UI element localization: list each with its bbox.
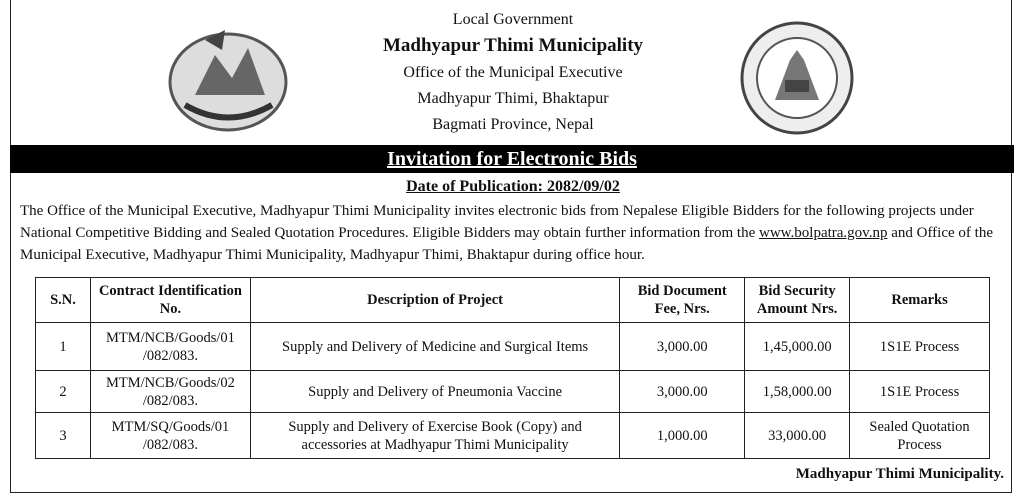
- logos: [168, 21, 854, 135]
- bid-table: S.N. Contract Identification No. Descripti…: [35, 277, 990, 459]
- column-header: Description of Project: [249, 277, 621, 323]
- column-header: Bid Security Amount Nrs.: [744, 277, 851, 323]
- table-cell: 33,000.00: [744, 412, 851, 459]
- table-cell: 1S1E Process: [849, 370, 990, 413]
- body-text: The Office of the Municipal Executive, M…: [20, 200, 1010, 266]
- header-line: Local Government: [452, 11, 574, 28]
- column-header: Contract Identification No.: [89, 277, 251, 323]
- table-cell: Supply and Delivery of Exercise Book (Co…: [249, 412, 621, 459]
- municipality-logo: [740, 21, 854, 135]
- table-cell: Supply and Delivery of Pneumonia Vaccine: [249, 370, 621, 413]
- nepal-emblem: [168, 30, 288, 132]
- table-cell: 3,000.00: [619, 370, 746, 413]
- header-line: Bagmati Province, Nepal: [432, 116, 594, 133]
- table-cell: Sealed Quotation Process: [849, 412, 990, 459]
- frame: [10, 0, 1012, 493]
- table-row: 1 MTM/NCB/Goods/01 /082/083. Supply and De…: [35, 322, 990, 371]
- column-header: Bid Document Fee, Nrs.: [619, 277, 746, 323]
- publication-date: Date of Publication: 2082/09/02: [406, 178, 620, 195]
- banner-text: Invitation for Electronic Bids: [387, 148, 637, 170]
- banner: Invitation for Electronic Bids: [10, 145, 1014, 173]
- header-line: Office of the Municipal Executive: [403, 64, 623, 81]
- column-header: Remarks: [849, 277, 990, 323]
- table-cell: 2: [35, 370, 91, 413]
- table-cell: 1S1E Process: [849, 322, 990, 371]
- table-row: 3 MTM/SQ/Goods/01 /082/083. Supply and Del…: [35, 412, 990, 459]
- table-cell: MTM/NCB/Goods/01 /082/083.: [89, 322, 251, 371]
- link[interactable]: www.bolpatra.gov.np: [759, 225, 888, 241]
- table-cell: MTM/NCB/Goods/02 /082/083.: [89, 370, 251, 413]
- signature: Madhyapur Thimi Municipality.: [795, 466, 1004, 482]
- table-cell: 1,000.00: [619, 412, 746, 459]
- table-cell: MTM/SQ/Goods/01 /082/083.: [89, 412, 251, 459]
- header-line: Madhyapur Thimi, Bhaktapur: [417, 90, 609, 107]
- body-text: The Office of the Municipal Executive, M…: [20, 203, 974, 241]
- header-title: Madhyapur Thimi Municipality: [382, 35, 644, 56]
- table-row: 2 MTM/NCB/Goods/02 /082/083. Supply and De…: [35, 370, 990, 413]
- table-cell: 1: [35, 322, 91, 371]
- header-row: S.N. Contract Identification No. Descripti…: [35, 277, 990, 323]
- table-cell: 1,45,000.00: [744, 322, 851, 371]
- table-cell: 3: [35, 412, 91, 459]
- column-header: S.N.: [35, 277, 91, 323]
- table-cell: 1,58,000.00: [744, 370, 851, 413]
- body-text: and Office of the Municipal Executive, M…: [20, 225, 993, 263]
- table-cell: 3,000.00: [619, 322, 746, 371]
- table-cell: Supply and Delivery of Medicine and Surg…: [249, 322, 621, 371]
